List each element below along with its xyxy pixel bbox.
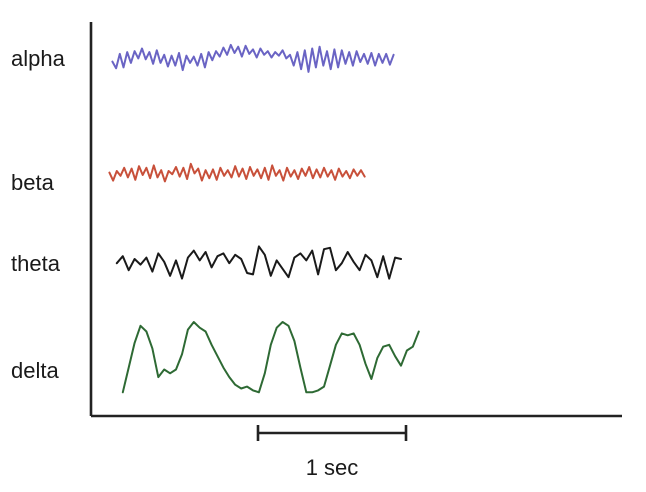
series-label-alpha: alpha bbox=[11, 46, 66, 71]
time-scale-label: 1 sec bbox=[306, 455, 359, 480]
series-line-theta bbox=[115, 245, 402, 280]
time-scale-bar-line bbox=[256, 425, 408, 441]
series-label-theta: theta bbox=[11, 251, 61, 276]
series-label-beta: beta bbox=[11, 170, 55, 195]
series-line-beta bbox=[108, 162, 366, 183]
series-line-delta bbox=[121, 321, 420, 394]
series-label-delta: delta bbox=[11, 358, 59, 383]
time-scale-bar bbox=[256, 425, 408, 441]
series-line-alpha bbox=[111, 43, 395, 73]
